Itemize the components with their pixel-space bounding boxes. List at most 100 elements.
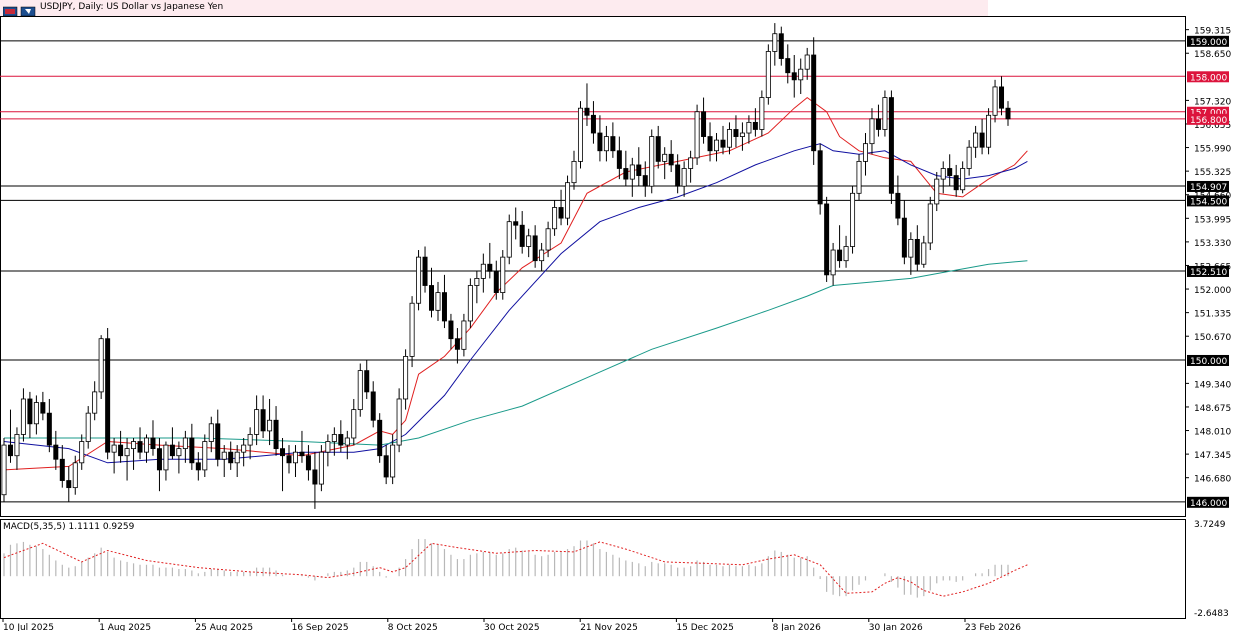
candle-body — [1, 444, 7, 496]
candle-body — [176, 448, 182, 457]
candle-body — [668, 153, 674, 166]
candle-body — [837, 249, 843, 262]
candle-body — [571, 160, 577, 184]
macd-signal-line — [3, 541, 1028, 597]
candle-body — [377, 419, 383, 457]
candle-body — [701, 111, 707, 137]
candle-body — [429, 285, 435, 311]
candle-body — [85, 412, 91, 442]
candle-body — [53, 444, 59, 460]
candle-body — [778, 33, 784, 59]
candle-body — [144, 437, 150, 453]
candle-body — [461, 320, 467, 350]
candle-body — [351, 409, 357, 439]
candle-body — [208, 423, 214, 442]
candle-body — [163, 444, 169, 471]
candle-body — [338, 434, 344, 446]
candle-body — [241, 444, 247, 453]
time-tick-label: 25 Aug 2025 — [195, 623, 253, 631]
level-price-label: 150.000 — [1190, 357, 1227, 367]
candle-body — [720, 139, 726, 148]
candle-body — [383, 455, 389, 478]
candle-body — [318, 451, 324, 485]
level-price-label: 154.907 — [1190, 183, 1227, 193]
level-price-label: 156.800 — [1190, 116, 1227, 126]
candle-body — [603, 136, 609, 152]
candle-body — [370, 391, 376, 421]
candle-body — [416, 256, 422, 304]
candle-body — [714, 139, 720, 152]
candle-body — [791, 72, 797, 81]
candle-body — [280, 448, 286, 457]
candle-body — [986, 114, 992, 148]
candle-body — [746, 121, 752, 134]
price-tick-label: 147.345 — [1194, 451, 1231, 461]
candle-body — [46, 412, 52, 446]
candle-body — [733, 129, 739, 137]
price-tick-label: 149.340 — [1194, 380, 1231, 390]
candle-body — [409, 302, 415, 357]
candle-body — [707, 136, 713, 152]
candle-body — [785, 58, 791, 74]
time-tick-label: 15 Dec 2025 — [676, 623, 734, 631]
candle-body — [519, 224, 525, 247]
level-price-label: 158.000 — [1190, 73, 1227, 83]
time-tick-label: 1 Aug 2025 — [99, 623, 151, 631]
candle-body — [448, 320, 454, 340]
candle-body — [441, 292, 447, 322]
candle-body — [487, 263, 493, 272]
candle-body — [493, 270, 499, 293]
candle-body — [98, 338, 104, 393]
price-tick-label: 155.325 — [1194, 168, 1231, 178]
candle-body — [506, 221, 512, 258]
candle-body — [869, 118, 875, 145]
candle-body — [629, 164, 635, 180]
candle-body — [688, 157, 694, 169]
price-tick-label: 152.000 — [1194, 286, 1231, 296]
candle-body — [992, 86, 998, 116]
candle-body — [584, 107, 590, 116]
candle-body — [552, 207, 558, 230]
level-price-label: 146.000 — [1190, 499, 1227, 509]
price-tick-label: 146.680 — [1194, 475, 1231, 485]
macd-range-max-label: 3.7249 — [1194, 520, 1226, 530]
candle-body — [500, 256, 506, 293]
candle-body — [979, 132, 985, 148]
candle-body — [811, 54, 817, 152]
candle-body — [20, 398, 26, 435]
candle-body — [623, 168, 629, 180]
candle-body — [739, 132, 745, 137]
candle-body — [14, 434, 20, 457]
level-price-badge — [1187, 71, 1229, 83]
candle-body — [649, 136, 655, 187]
candle-body — [286, 455, 292, 464]
price-tick-label: 151.335 — [1194, 310, 1231, 320]
price-tick-label: 158.650 — [1194, 50, 1231, 60]
candle-body — [357, 370, 363, 411]
price-tick-label: 153.995 — [1194, 215, 1231, 225]
level-price-badge — [1187, 106, 1229, 118]
candle-body — [966, 146, 972, 169]
candle-body — [616, 150, 622, 169]
candle-body — [999, 86, 1005, 109]
candle-body — [681, 168, 687, 187]
price-tick-label: 148.675 — [1194, 404, 1231, 414]
symbol-icons[interactable] — [2, 2, 37, 21]
candle-body — [694, 111, 700, 159]
chart-title: USDJPY, Daily: US Dollar vs Japanese Yen — [40, 2, 224, 12]
candle-body — [79, 441, 85, 464]
candle-body — [292, 451, 298, 464]
candle-body — [921, 242, 927, 265]
candle-body — [895, 192, 901, 219]
level-price-label: 152.510 — [1190, 268, 1227, 278]
candle-body — [189, 437, 195, 464]
candle-body — [331, 434, 337, 442]
candle-body — [960, 168, 966, 191]
candle-body — [914, 239, 920, 265]
candle-body — [267, 419, 273, 432]
candle-body — [539, 249, 545, 262]
level-price-label: 154.500 — [1190, 197, 1227, 207]
candle-body — [817, 150, 823, 205]
time-tick-label: 23 Feb 2026 — [965, 623, 1021, 631]
